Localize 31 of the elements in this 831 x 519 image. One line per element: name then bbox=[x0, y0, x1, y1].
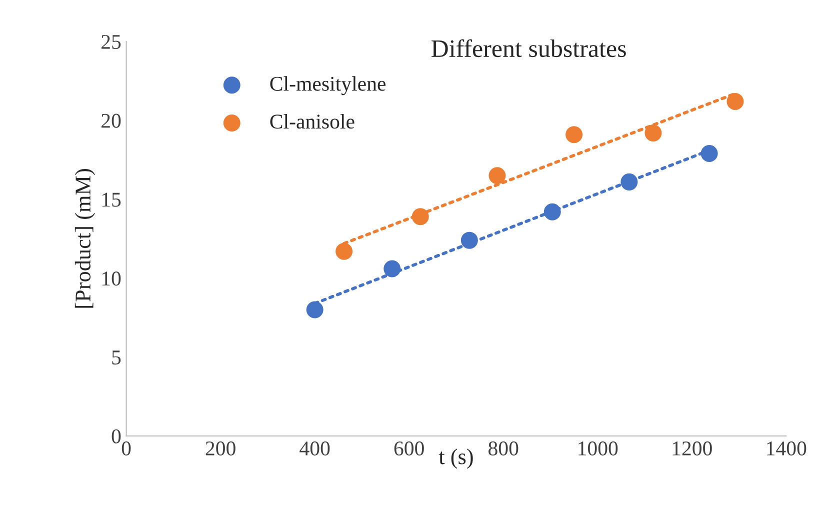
y-tick-label: 25 bbox=[102, 34, 121, 49]
y-tick-label: 5 bbox=[112, 350, 121, 365]
chart-title: Different substrates bbox=[432, 39, 626, 58]
x-tick-label: 1200 bbox=[672, 441, 712, 456]
point bbox=[412, 208, 429, 226]
point bbox=[306, 301, 324, 318]
x-tick-label: 1000 bbox=[578, 441, 618, 456]
legend-label: Cl-anisole bbox=[270, 114, 354, 129]
y-tick-label: 20 bbox=[102, 114, 121, 128]
x-tick-label: 400 bbox=[300, 441, 330, 456]
x-tick-label: 1400 bbox=[767, 441, 806, 456]
point bbox=[488, 167, 506, 184]
point bbox=[620, 173, 638, 190]
point bbox=[644, 124, 662, 142]
point bbox=[544, 203, 561, 220]
point bbox=[336, 242, 353, 260]
point bbox=[700, 145, 718, 162]
x-axis-title: t (s) bbox=[438, 448, 473, 469]
y-tick-label: 0 bbox=[112, 429, 121, 444]
legend-label: Cl-mesitylene bbox=[270, 76, 386, 96]
x-tick-label: 200 bbox=[206, 441, 236, 456]
point bbox=[566, 126, 583, 144]
point bbox=[460, 232, 478, 249]
x-tick-label: 0 bbox=[122, 441, 131, 456]
point bbox=[726, 92, 744, 110]
x-tick-label: 800 bbox=[488, 441, 518, 456]
point bbox=[384, 260, 401, 278]
x-tick-label: 600 bbox=[394, 441, 424, 456]
y-tick-label: 15 bbox=[102, 192, 121, 207]
y-tick-label: 10 bbox=[102, 272, 121, 286]
y-axis-title: [Product] (mM) bbox=[74, 169, 96, 308]
